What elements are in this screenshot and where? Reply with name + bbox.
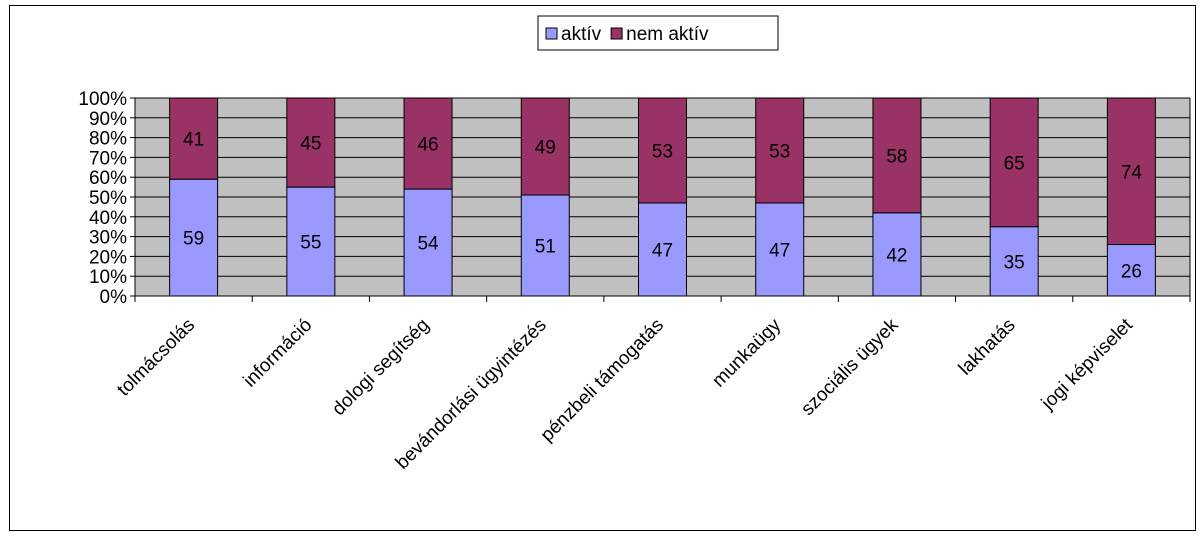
- data-label: 26: [1121, 261, 1142, 282]
- data-label: 53: [652, 141, 673, 162]
- legend-box: [537, 15, 779, 51]
- bar-segment: [520, 194, 570, 297]
- bar-segment: [989, 97, 1039, 228]
- category-label: jogi képviselet: [1037, 314, 1137, 414]
- chart-frame: 0% 10% 20% 30% 40% 50% 60% 70% 80% 90% 100% 59 41 tol…: [9, 5, 1196, 531]
- bar-segment: [1106, 97, 1156, 246]
- data-label: 47: [769, 240, 790, 261]
- y-tick-label: 90%: [89, 109, 127, 130]
- bar-segment: [872, 97, 922, 214]
- data-label: 53: [769, 141, 790, 162]
- y-tick-label: 20%: [89, 247, 127, 268]
- bar-segment: [638, 97, 687, 204]
- data-label: 46: [417, 135, 438, 156]
- y-tick-label: 70%: [89, 148, 127, 169]
- data-label: 41: [183, 130, 204, 151]
- y-tick-label: 100%: [78, 89, 127, 110]
- legend-swatch: [545, 27, 558, 40]
- data-label: 51: [535, 237, 556, 258]
- legend-label: nem aktív: [626, 24, 709, 45]
- category-label: információ: [240, 315, 317, 392]
- data-label: 55: [300, 233, 321, 254]
- bar-segment: [755, 202, 805, 297]
- legend: aktív nem aktív: [537, 15, 779, 51]
- bar-segment: [403, 188, 453, 297]
- y-tick-label: 80%: [89, 129, 127, 150]
- y-tick-label: 0%: [100, 287, 128, 308]
- bar-segment: [638, 202, 687, 297]
- data-label: 35: [1004, 252, 1025, 273]
- y-tick-label: 30%: [89, 228, 127, 249]
- data-label: 58: [886, 146, 907, 167]
- stacked-bar-chart: 0%10%20%30%40%50%60%70%80%90%100% 59 41 tol…: [78, 15, 1191, 474]
- y-tick-label: 10%: [89, 267, 127, 288]
- y-tick-label: 50%: [89, 188, 127, 209]
- data-label: 42: [886, 245, 907, 266]
- category-label: pénzbeli támogatás: [537, 315, 668, 446]
- category-label: munkaügy: [708, 314, 785, 391]
- bar-segment: [286, 186, 336, 297]
- category-label: dologi segítség: [328, 315, 433, 420]
- category-label: lakhatás: [955, 315, 1020, 380]
- data-label: 49: [535, 138, 556, 159]
- data-label: 54: [417, 234, 439, 255]
- bar-segment: [755, 97, 805, 204]
- y-tick-label: 40%: [89, 208, 127, 229]
- bar-segment: [403, 97, 453, 190]
- legend-swatch: [610, 27, 623, 40]
- data-label: 74: [1121, 162, 1143, 183]
- bar-segment: [520, 97, 570, 196]
- legend-label: aktív: [561, 24, 602, 45]
- bar-segment: [872, 212, 922, 297]
- category-label: tolmácsolás: [113, 315, 199, 401]
- bar-segment: [286, 97, 336, 188]
- data-label: 59: [183, 229, 204, 250]
- data-label: 47: [652, 240, 673, 261]
- bar-segment: [169, 97, 219, 180]
- category-label: szociális ügyek: [797, 314, 903, 420]
- data-label: 45: [300, 134, 321, 155]
- y-tick-label: 60%: [89, 168, 127, 189]
- data-label: 65: [1004, 153, 1025, 174]
- bar-segment: [1106, 244, 1156, 297]
